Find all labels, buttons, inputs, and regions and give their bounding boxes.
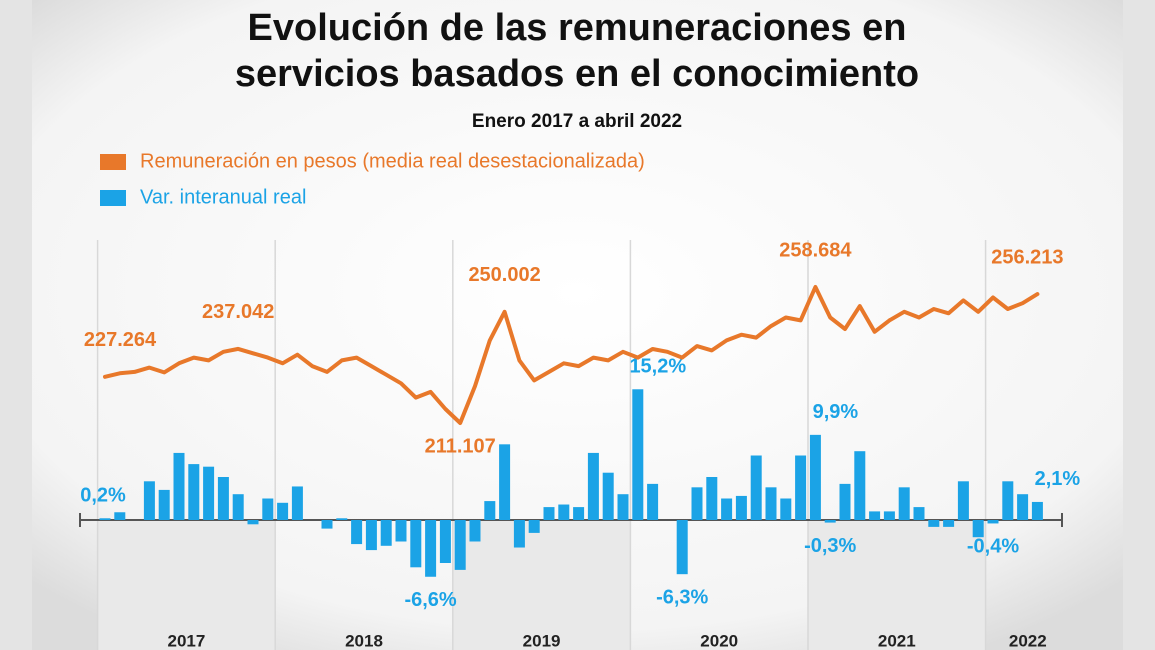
bar [247, 520, 259, 525]
bar [173, 452, 185, 520]
bar [365, 520, 377, 551]
bar [824, 520, 836, 523]
bar [1017, 494, 1029, 520]
bar [439, 520, 451, 563]
bar [706, 477, 718, 520]
bar [587, 452, 599, 520]
data-label: 258.684 [779, 239, 852, 261]
bar [351, 520, 363, 545]
bar [632, 389, 644, 520]
bar [765, 487, 777, 520]
data-label: 15,2% [629, 356, 686, 378]
side-band [0, 0, 32, 650]
bar [943, 520, 955, 527]
chart-title: servicios basados en el conocimiento [235, 53, 919, 95]
bar [617, 494, 629, 520]
year-band [808, 520, 986, 650]
data-label: 9,9% [813, 401, 859, 423]
bar [839, 483, 851, 520]
bar [987, 520, 999, 524]
bar [676, 520, 688, 575]
bar [188, 464, 200, 520]
bar [217, 477, 229, 520]
bar [543, 507, 555, 520]
bar [721, 498, 733, 520]
bar [913, 507, 925, 520]
data-label: 250.002 [468, 264, 540, 286]
x-tick-label: 2018 [345, 631, 383, 650]
bar [454, 520, 466, 570]
data-label: -6,3% [656, 586, 708, 608]
bar [143, 481, 155, 520]
x-tick-label: 2017 [167, 631, 205, 650]
bar [735, 495, 747, 520]
bar [262, 498, 274, 520]
bar [883, 511, 895, 520]
data-label: 211.107 [425, 435, 496, 457]
data-label: -6,6% [404, 589, 456, 611]
bar [158, 489, 170, 520]
bar [957, 481, 969, 520]
bar [513, 520, 525, 548]
bar [869, 511, 881, 520]
bar [647, 483, 659, 520]
legend-swatch [100, 190, 126, 206]
bar [321, 520, 333, 529]
chart-title: Evolución de las remuneraciones en [248, 7, 907, 49]
bar [854, 451, 866, 520]
bar [558, 504, 570, 520]
line [103, 285, 1040, 425]
data-label: 2,1% [1035, 468, 1081, 490]
bar [750, 455, 762, 520]
x-tick-label: 2020 [700, 631, 738, 650]
data-label: 0,2% [80, 485, 126, 507]
bar [972, 520, 984, 538]
x-tick-label: 2022 [1009, 631, 1047, 650]
bar [528, 520, 540, 533]
bar [809, 434, 821, 520]
bar [291, 486, 303, 520]
bar [99, 518, 111, 520]
bar [114, 512, 126, 520]
bar [780, 498, 792, 520]
side-band [1123, 0, 1155, 650]
bar [425, 520, 437, 577]
bar [602, 472, 614, 520]
legend-label: Remuneración en pesos (media real desest… [140, 150, 645, 172]
bar [469, 520, 481, 542]
bar [380, 520, 392, 546]
year-band [452, 520, 631, 650]
year-band [97, 520, 276, 650]
bar [795, 455, 807, 520]
data-label: 227.264 [84, 329, 157, 351]
bar [203, 466, 215, 520]
bar [277, 502, 289, 520]
bar [499, 444, 511, 520]
bar [1031, 501, 1043, 520]
data-label: 256.213 [991, 246, 1063, 268]
bar [484, 501, 496, 520]
bar [410, 520, 422, 568]
bar [691, 487, 703, 520]
data-label: -0,3% [804, 535, 856, 557]
data-label: -0,4% [967, 536, 1019, 558]
legend-swatch [100, 154, 126, 170]
data-label: 237.042 [202, 301, 274, 323]
bar [395, 520, 407, 542]
bar [336, 518, 348, 520]
bar [928, 520, 940, 527]
x-tick-label: 2019 [523, 631, 561, 650]
bar [1002, 481, 1014, 520]
bar [898, 487, 910, 520]
x-tick-label: 2021 [878, 631, 916, 650]
bar [232, 494, 244, 520]
legend-label: Var. interanual real [140, 186, 306, 208]
bar [573, 507, 585, 520]
chart-subtitle: Enero 2017 a abril 2022 [472, 111, 682, 132]
